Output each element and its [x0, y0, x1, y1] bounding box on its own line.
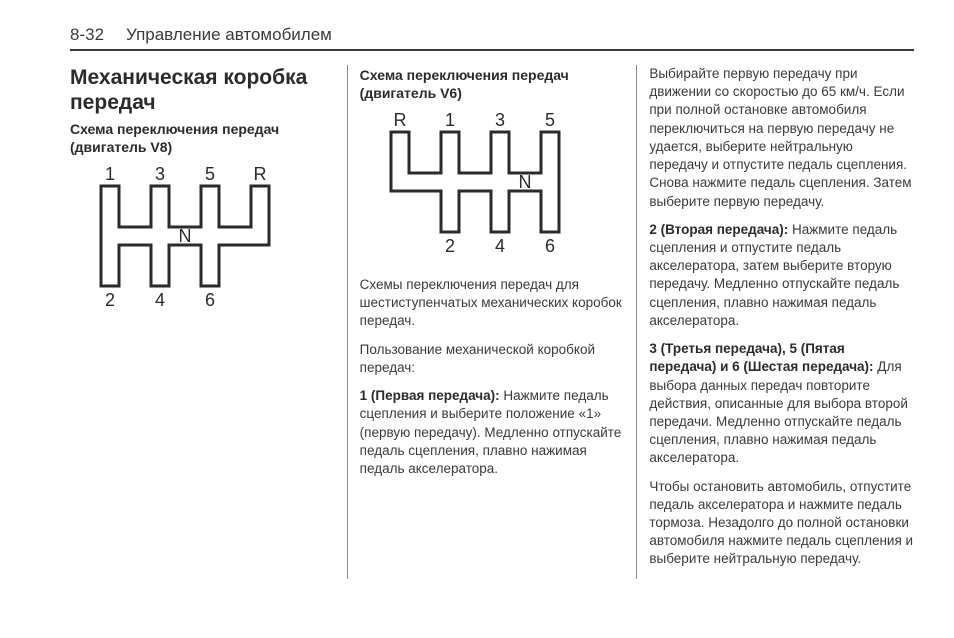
shift-diagram-v6: R 1 2 3 4 5 6 N — [370, 112, 625, 262]
columns: Механическая коробка передач Схема перек… — [70, 65, 914, 579]
svg-text:2: 2 — [445, 236, 455, 256]
bold-label: 1 (Первая передача): — [360, 388, 500, 403]
column-1: Механическая коробка передач Схема перек… — [70, 65, 348, 579]
svg-text:3: 3 — [155, 166, 165, 184]
svg-text:3: 3 — [495, 112, 505, 130]
column-3: Выбирайте первую передачу при движении с… — [637, 65, 914, 579]
section-title: Механическая коробка передач — [70, 65, 335, 115]
text: Нажмите педаль сцепления и отпустите пед… — [649, 222, 899, 328]
paragraph: Чтобы остановить автомобиль, отпустите п… — [649, 478, 914, 569]
bold-label: 3 (Третья передача), 5 (Пятая передача) … — [649, 341, 873, 374]
text: Для выбора данных передач повторите дейс… — [649, 359, 908, 465]
page-number: 8-32 — [70, 25, 104, 45]
paragraph: 1 (Первая передача): Нажмите педаль сцеп… — [360, 387, 625, 478]
svg-text:N: N — [179, 226, 192, 246]
paragraph: Схемы переключения передач для шестиступ… — [360, 276, 625, 331]
page: 8-32 Управление автомобилем Механическая… — [0, 0, 954, 599]
page-header: 8-32 Управление автомобилем — [70, 25, 914, 51]
paragraph: Выбирайте первую передачу при движении с… — [649, 65, 914, 211]
svg-text:6: 6 — [205, 290, 215, 310]
subhead-v8: Схема переключения передач (двигатель V8… — [70, 121, 335, 156]
svg-text:5: 5 — [205, 166, 215, 184]
svg-text:6: 6 — [545, 236, 555, 256]
shift-diagram-v8: 1 2 3 4 5 6 R N — [80, 166, 335, 316]
paragraph: 3 (Третья передача), 5 (Пятая передача) … — [649, 340, 914, 468]
svg-text:5: 5 — [545, 112, 555, 130]
svg-text:1: 1 — [105, 166, 115, 184]
bold-label: 2 (Вторая передача): — [649, 222, 788, 237]
svg-text:4: 4 — [495, 236, 505, 256]
column-2: Схема переключения передач (двигатель V6… — [348, 65, 638, 579]
svg-text:2: 2 — [105, 290, 115, 310]
svg-text:R: R — [393, 112, 406, 130]
svg-text:R: R — [254, 166, 267, 184]
svg-text:1: 1 — [445, 112, 455, 130]
paragraph: Пользование механической коробкой переда… — [360, 341, 625, 377]
chapter-title: Управление автомобилем — [126, 25, 332, 45]
paragraph: 2 (Вторая передача): Нажмите педаль сцеп… — [649, 221, 914, 330]
svg-text:4: 4 — [155, 290, 165, 310]
svg-text:N: N — [518, 172, 531, 192]
subhead-v6: Схема переключения передач (двигатель V6… — [360, 67, 625, 102]
